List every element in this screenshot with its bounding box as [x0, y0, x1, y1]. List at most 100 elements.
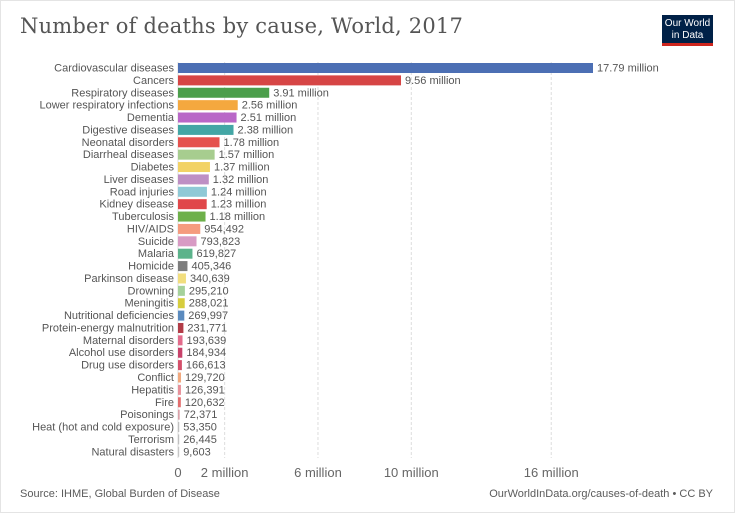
source-note[interactable]: Source: IHME, Global Burden of Disease: [20, 488, 220, 500]
value-label: 184,934: [186, 347, 226, 359]
value-label: 26,445: [183, 434, 217, 446]
bar: [178, 87, 270, 98]
bar: [178, 298, 185, 309]
value-label: 9,603: [183, 446, 211, 458]
value-label: 1.18 million: [210, 211, 266, 223]
category-label: Cardiovascular diseases: [54, 63, 174, 75]
x-tick-label: 0: [174, 465, 181, 480]
x-tick-label: 10 million: [384, 465, 439, 480]
value-label: 53,350: [183, 422, 217, 434]
value-label: 126,391: [185, 384, 225, 396]
bar: [178, 174, 209, 185]
category-label: Malaria: [138, 248, 175, 260]
bar: [178, 409, 180, 420]
value-label: 166,613: [186, 360, 226, 372]
value-label: 288,021: [189, 298, 229, 310]
value-label: 269,997: [188, 310, 228, 322]
bar: [178, 75, 402, 86]
category-label: Conflict: [137, 372, 174, 384]
bar: [178, 223, 201, 234]
category-label: Homicide: [128, 261, 174, 273]
logo-line-2: in Data: [671, 30, 704, 41]
value-label: 17.79 million: [597, 63, 659, 75]
value-label: 1.24 million: [211, 186, 267, 198]
category-label: Protein-energy malnutrition: [42, 322, 174, 334]
category-label: Kidney disease: [99, 199, 174, 211]
bar: [178, 273, 186, 284]
logo-line-1: Our World: [664, 18, 711, 29]
bar: [178, 162, 210, 173]
bar: [178, 322, 184, 333]
category-label: Meningitis: [124, 298, 174, 310]
value-label: 3.91 million: [273, 87, 329, 99]
bar: [178, 149, 215, 160]
x-tick-label: 6 million: [294, 465, 342, 480]
bar: [178, 112, 237, 123]
value-label: 1.23 million: [211, 199, 267, 211]
category-label: Parkinson disease: [84, 273, 174, 285]
value-label: 2.56 million: [242, 100, 298, 112]
bar: [178, 422, 180, 433]
bar: [178, 397, 181, 408]
bar: [178, 124, 234, 135]
category-label: Fire: [155, 397, 174, 409]
value-label: 120,632: [185, 397, 225, 409]
bar: [178, 100, 238, 111]
category-label: Road injuries: [110, 186, 175, 198]
x-tick-label: 2 million: [201, 465, 249, 480]
owid-logo[interactable]: Our World in Data: [662, 15, 713, 46]
category-label: Liver diseases: [104, 174, 175, 186]
source-url[interactable]: OurWorldInData.org/causes-of-death • CC …: [489, 488, 713, 500]
category-label: Terrorism: [128, 434, 174, 446]
category-label: Natural disasters: [91, 446, 174, 458]
bar: [178, 199, 207, 210]
value-label: 2.51 million: [241, 112, 297, 124]
bar: [178, 248, 193, 259]
category-label: Nutritional deficiencies: [64, 310, 175, 322]
chart-title: Number of deaths by cause, World, 2017: [20, 14, 464, 38]
category-label: Diabetes: [131, 162, 175, 174]
bar: [178, 261, 188, 272]
value-label: 954,492: [204, 223, 244, 235]
category-label: HIV/AIDS: [127, 223, 174, 235]
category-label: Maternal disorders: [83, 335, 175, 347]
category-label: Respiratory diseases: [71, 87, 174, 99]
bar: [178, 137, 220, 148]
category-label: Drug use disorders: [81, 360, 174, 372]
bar: [178, 285, 185, 296]
bar: [178, 236, 197, 247]
value-label: 1.78 million: [224, 137, 280, 149]
bar: [178, 446, 180, 457]
category-label: Cancers: [133, 75, 174, 87]
bar: [178, 384, 181, 395]
value-label: 793,823: [201, 236, 241, 248]
bar: [178, 360, 182, 371]
value-label: 619,827: [196, 248, 236, 260]
category-label: Poisonings: [120, 409, 174, 421]
bar: [178, 335, 183, 346]
value-label: 340,639: [190, 273, 230, 285]
x-tick-label: 16 million: [524, 465, 579, 480]
category-label: Dementia: [127, 112, 175, 124]
value-label: 193,639: [187, 335, 227, 347]
category-label: Hepatitis: [131, 384, 174, 396]
value-label: 9.56 million: [405, 75, 461, 87]
value-label: 405,346: [191, 261, 231, 273]
bar: [178, 211, 206, 222]
category-label: Tuberculosis: [112, 211, 174, 223]
category-label: Alcohol use disorders: [69, 347, 175, 359]
value-label: 295,210: [189, 285, 229, 297]
category-label: Drowning: [128, 285, 174, 297]
bar: [178, 186, 207, 197]
value-label: 1.37 million: [214, 162, 270, 174]
category-label: Heat (hot and cold exposure): [32, 422, 174, 434]
bar: [178, 347, 183, 358]
category-label: Suicide: [138, 236, 174, 248]
category-label: Digestive diseases: [82, 124, 174, 136]
category-label: Lower respiratory infections: [39, 100, 174, 112]
value-label: 231,771: [187, 322, 227, 334]
category-label: Diarrheal diseases: [83, 149, 175, 161]
value-label: 129,720: [185, 372, 225, 384]
bar: [178, 372, 182, 383]
